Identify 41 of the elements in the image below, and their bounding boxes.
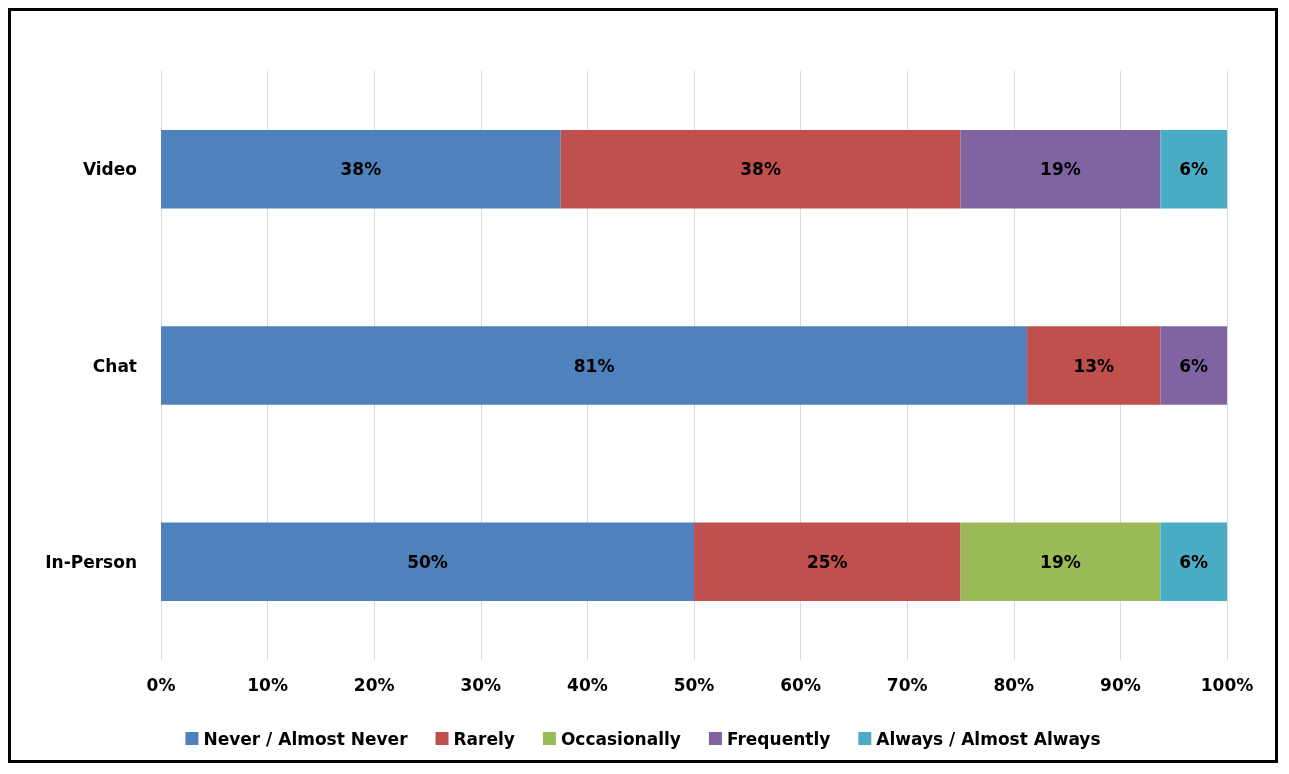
x-tick-label: 80% xyxy=(993,674,1035,695)
bar xyxy=(161,326,1028,405)
x-tick-label: 40% xyxy=(567,674,608,695)
legend-label: Never / Almost Never xyxy=(203,728,409,749)
data-label: 13% xyxy=(1073,355,1115,376)
x-tick-label: 0% xyxy=(146,674,176,695)
bar xyxy=(1027,326,1161,405)
data-label: 38% xyxy=(740,159,781,180)
x-tick-label: 20% xyxy=(353,674,395,695)
bar xyxy=(161,129,561,209)
data-label: 25% xyxy=(806,551,848,572)
x-tick-label: 90% xyxy=(1100,674,1141,695)
y-tick-label: In-Person xyxy=(45,551,137,572)
bar xyxy=(960,522,1161,602)
data-label: 19% xyxy=(1040,159,1081,180)
y-tick-label: Video xyxy=(82,159,137,180)
x-tick-label: 70% xyxy=(886,674,928,695)
legend-label: Rarely xyxy=(453,728,515,749)
bar xyxy=(1160,129,1227,209)
bar xyxy=(960,129,1161,209)
data-label: 6% xyxy=(1179,551,1209,572)
y-tick-label: Chat xyxy=(92,355,137,376)
x-tick-label: 30% xyxy=(460,674,502,695)
bar xyxy=(694,522,961,602)
data-label: 19% xyxy=(1040,551,1081,572)
bar xyxy=(1160,522,1227,602)
bar xyxy=(161,522,694,602)
bar xyxy=(1160,326,1227,405)
data-label: 81% xyxy=(573,355,615,376)
x-tick-label: 10% xyxy=(247,674,288,695)
x-tick-label: 50% xyxy=(673,674,715,695)
bar xyxy=(560,129,961,209)
legend-label: Occasionally xyxy=(560,728,681,749)
legend-label: Frequently xyxy=(726,728,831,749)
data-label: 6% xyxy=(1179,159,1209,180)
x-tick-label: 100% xyxy=(1200,674,1254,695)
data-label: 50% xyxy=(407,551,448,572)
data-label: 38% xyxy=(340,159,382,180)
x-tick-label: 60% xyxy=(780,674,821,695)
data-label: 6% xyxy=(1179,355,1209,376)
legend-label: Always / Almost Always xyxy=(876,728,1101,749)
